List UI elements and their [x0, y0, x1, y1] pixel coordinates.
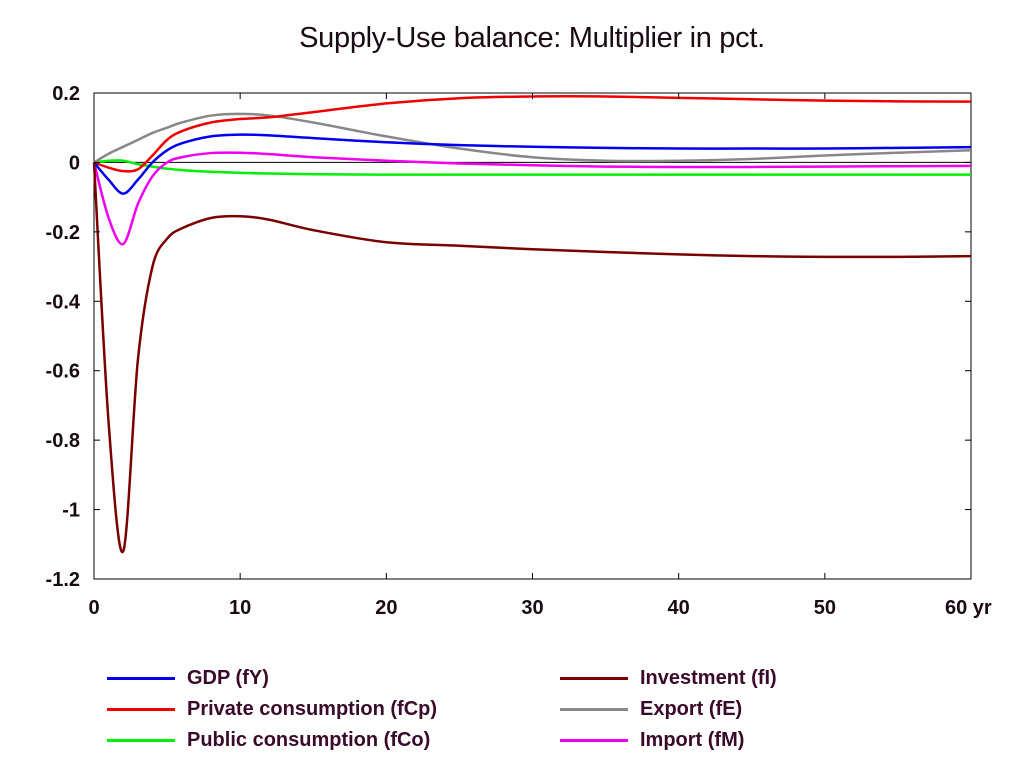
chart-title: Supply-Use balance: Multiplier in pct. — [299, 22, 765, 54]
y-tick-label: 0 — [69, 152, 80, 174]
y-tick-label: -0.4 — [46, 291, 81, 313]
legend-right: Investment (fI) Export (fE) Import (fM) — [560, 663, 777, 756]
x-tick-label: 50 — [814, 597, 836, 619]
legend-item-public-consumption-fco: Public consumption (fCo) — [107, 725, 437, 756]
series-line-gdp-fy — [93, 133, 972, 195]
legend-item-private-consumption-fcp: Private consumption (fCp) — [107, 694, 437, 725]
x-tick-label: 20 — [375, 597, 397, 619]
legend-label: Export (fE) — [640, 698, 743, 720]
legend-swatch — [560, 677, 628, 680]
legend-label: Private consumption (fCp) — [187, 698, 438, 720]
y-tick-label: 0.2 — [52, 83, 80, 105]
legend-label: Investment (fI) — [640, 667, 777, 689]
series-line-private-consumption-fcp — [93, 95, 972, 173]
legend-swatch — [560, 708, 628, 711]
series-line-import-fm — [92, 151, 972, 246]
y-tick-label: -1 — [62, 500, 80, 522]
x-tick-label: 0 — [88, 597, 99, 619]
y-tick-label: -1.2 — [46, 569, 80, 591]
legend-swatch — [560, 739, 628, 742]
series-line-investment-fi — [92, 162, 972, 554]
x-tick-label: 40 — [668, 597, 690, 619]
legend-item-export-fe: Export (fE) — [560, 694, 777, 725]
legend-swatch — [107, 677, 175, 680]
legend-label: Import (fM) — [640, 729, 745, 751]
legend-swatch — [107, 708, 175, 711]
x-tick-label: 10 — [229, 597, 251, 619]
series-line-export-fe — [93, 112, 972, 164]
legend-left: GDP (fY) Private consumption (fCp) Public … — [107, 663, 437, 756]
legend-item-investment-fi: Investment (fI) — [560, 663, 777, 694]
x-tick-label: 30 — [521, 597, 543, 619]
legend-swatch — [107, 739, 175, 742]
legend-label: Public consumption (fCo) — [187, 729, 431, 751]
y-tick-label: -0.6 — [46, 361, 80, 383]
x-tick-label: 60 yr — [945, 597, 992, 619]
y-tick-label: -0.8 — [46, 430, 80, 452]
chart-plot: 0.2 0 -0.2 -0.4 -0.6 -0.8 -1 -1.2 0 10 20 30 40 50 60 … — [46, 83, 992, 619]
y-tick-label: -0.2 — [46, 222, 80, 244]
legend-item-gdp-fy: GDP (fY) — [107, 663, 437, 694]
legend-label: GDP (fY) — [187, 667, 269, 689]
legend-item-import-fm: Import (fM) — [560, 725, 777, 756]
